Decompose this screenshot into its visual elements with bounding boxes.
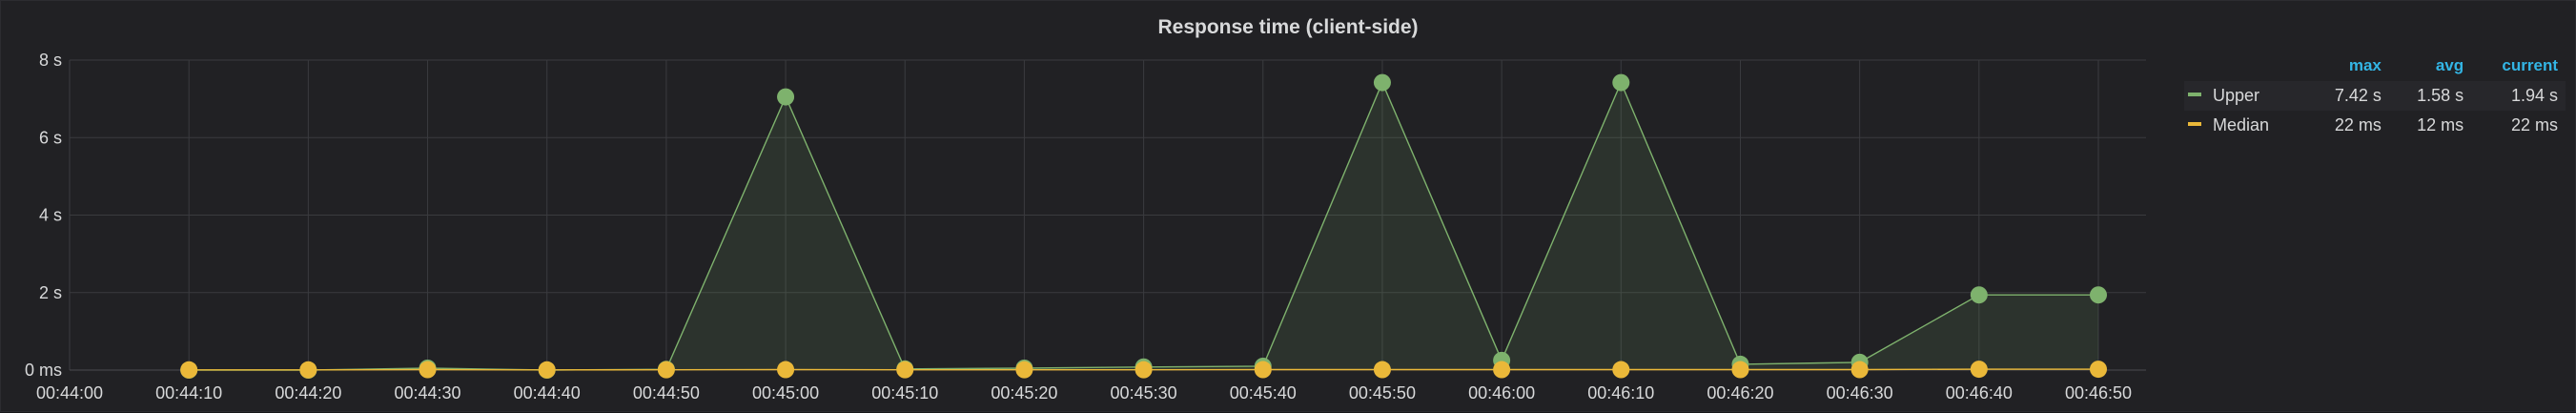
x-tick-label: 00:46:10 — [1587, 383, 1654, 403]
x-tick-label: 00:44:00 — [36, 383, 103, 403]
x-tick-label: 00:45:10 — [871, 383, 938, 403]
legend-series-median[interactable]: Median — [2184, 111, 2307, 140]
x-tick-label: 00:46:30 — [1827, 383, 1893, 403]
point-upper — [1612, 73, 1630, 92]
point-upper — [1373, 73, 1391, 92]
y-axis-ticks: 0 ms 2 s 4 s 6 s 8 s — [25, 51, 62, 380]
x-axis-ticks: 00:44:00 00:44:10 00:44:20 00:44:30 00:44:40… — [36, 383, 2132, 403]
point-median — [1493, 361, 1511, 379]
point-median — [180, 361, 198, 379]
grid — [69, 59, 2146, 371]
point-median — [1731, 361, 1749, 379]
x-tick-label: 00:45:40 — [1230, 383, 1297, 403]
response-time-chart: 0 ms 2 s 4 s 6 s 8 s 00:44:00 00:44:10 00:44:2… — [25, 51, 2146, 403]
y-tick-label: 2 s — [39, 283, 62, 302]
legend-swatch-median[interactable] — [2188, 122, 2201, 127]
point-median — [538, 361, 556, 379]
point-median — [1254, 361, 1272, 379]
y-tick-label: 6 s — [39, 128, 62, 147]
legend: max avg current Upper 7.42 s 1.58 s 1.94… — [2184, 54, 2566, 140]
legend-header-max[interactable]: max — [2348, 56, 2382, 74]
x-tick-label: 00:46:00 — [1468, 383, 1535, 403]
x-tick-label: 00:44:40 — [514, 383, 581, 403]
point-median — [777, 361, 795, 379]
point-upper — [1970, 286, 1988, 304]
area-upper — [189, 82, 2099, 370]
y-tick-label: 0 ms — [25, 361, 62, 380]
point-median — [1373, 361, 1391, 379]
x-tick-label: 00:45:50 — [1349, 383, 1416, 403]
legend-value-avg: 12 ms — [2417, 115, 2464, 134]
legend-swatch-upper[interactable] — [2188, 93, 2201, 97]
legend-value-max: 7.42 s — [2306, 81, 2389, 111]
x-tick-label: 00:46:50 — [2065, 383, 2132, 403]
legend-value-max: 22 ms — [2334, 115, 2382, 134]
y-tick-label: 4 s — [39, 206, 62, 225]
legend-row-upper[interactable]: Upper 7.42 s 1.58 s 1.94 s — [2184, 81, 2566, 111]
panel-title[interactable]: Response time (client-side) — [1157, 16, 1419, 38]
point-median — [299, 361, 317, 379]
x-tick-label: 00:44:30 — [394, 383, 460, 403]
series-points — [180, 73, 2107, 379]
point-upper — [2090, 286, 2107, 304]
x-tick-label: 00:44:20 — [275, 383, 341, 403]
point-upper — [777, 88, 795, 106]
legend-header-current[interactable]: current — [2502, 56, 2558, 74]
point-median — [1135, 361, 1153, 379]
point-median — [657, 361, 675, 379]
point-median — [419, 361, 437, 379]
legend-value-current: 1.94 s — [2471, 81, 2566, 111]
legend-value-current: 22 ms — [2510, 115, 2558, 134]
x-tick-label: 00:44:10 — [155, 383, 222, 403]
y-tick-label: 8 s — [39, 51, 62, 70]
point-median — [2090, 361, 2107, 379]
x-tick-label: 00:44:50 — [633, 383, 700, 403]
x-tick-label: 00:45:20 — [991, 383, 1057, 403]
point-median — [896, 361, 914, 379]
legend-value-avg: 1.58 s — [2388, 81, 2472, 111]
legend-table: max avg current Upper 7.42 s 1.58 s 1.94… — [2184, 54, 2566, 140]
point-median — [1612, 361, 1630, 379]
x-tick-label: 00:45:00 — [752, 383, 819, 403]
legend-header-avg[interactable]: avg — [2435, 56, 2464, 74]
x-tick-label: 00:46:40 — [1946, 383, 2013, 403]
legend-header-series — [2184, 54, 2307, 81]
point-median — [1850, 361, 1869, 379]
x-tick-label: 00:45:30 — [1111, 383, 1177, 403]
legend-series-upper[interactable]: Upper — [2184, 81, 2307, 111]
point-median — [1970, 361, 1988, 379]
legend-series-name: Median — [2213, 115, 2270, 134]
point-median — [1015, 361, 1033, 379]
legend-series-name: Upper — [2213, 86, 2260, 105]
legend-row-median[interactable]: Median 22 ms 12 ms 22 ms — [2184, 111, 2566, 140]
x-tick-label: 00:46:20 — [1707, 383, 1773, 403]
